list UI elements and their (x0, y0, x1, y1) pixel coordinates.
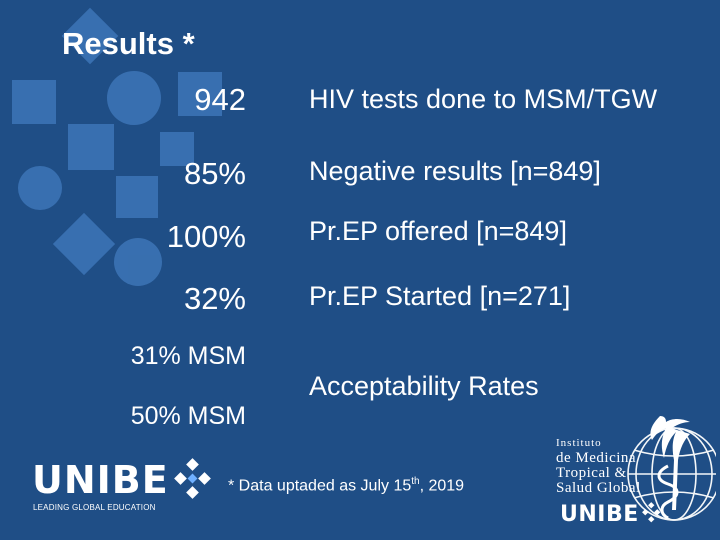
institute-logo: Instituto de Medicina Tropical & Salud G… (556, 410, 716, 535)
footnote-suffix: , 2019 (419, 477, 465, 495)
footnote: * Data uptaded as July 15th, 2019 (228, 476, 464, 495)
stat-value-started: 32% (183, 281, 246, 316)
deco-square-far (160, 132, 194, 166)
deco-square-right (178, 72, 222, 116)
deco-circle-bottom (114, 238, 162, 286)
globe-icon (627, 416, 716, 521)
acceptability-label: Acceptability Rates (309, 371, 539, 401)
stat-label-offered: Pr.EP offered [n=849] (309, 216, 567, 246)
institute-unibe-text: UNIBE (560, 502, 639, 527)
deco-square-small (116, 176, 158, 218)
unibe-logo-tagline: LEADING GLOBAL EDUCATION (33, 503, 156, 512)
stat-label-started: Pr.EP Started [n=271] (309, 281, 571, 311)
decorative-shapes (12, 7, 222, 286)
unibe-logo-word: UNIBE (32, 458, 169, 502)
institute-name-line-4: Salud Global (556, 480, 641, 496)
institute-name-line-2: de Medicina (556, 450, 637, 466)
institute-cross-mark-icon (641, 502, 661, 523)
footnote-sup: th (411, 476, 420, 487)
acceptability-value-2: 50% MSM (130, 402, 246, 430)
stat-label-negative: Negative results [n=849] (309, 156, 601, 186)
deco-diamond-bottom (52, 212, 116, 276)
slide-title: Results * (62, 26, 195, 61)
institute-name-line-3: Tropical & (556, 465, 627, 481)
deco-circle-mid (18, 166, 62, 210)
stat-value-offered: 100% (166, 219, 246, 254)
unibe-logo: UNIBE LEADING GLOBAL EDUCATION (32, 458, 222, 518)
deco-circle-top (107, 71, 161, 125)
unibe-cross-mark-icon (174, 458, 211, 499)
footnote-prefix: * Data uptaded as July 15 (228, 477, 412, 495)
stat-label-tests: HIV tests done to MSM/TGW (309, 84, 658, 114)
stat-value-tests: 942 (194, 82, 246, 117)
institute-name-line-1: Instituto (556, 437, 602, 449)
deco-square-mid (68, 124, 114, 170)
deco-diamond-top (61, 7, 119, 65)
stat-value-negative: 85% (183, 156, 246, 191)
institute-name: Instituto de Medicina Tropical & Salud G… (556, 436, 641, 496)
acceptability-value-1: 31% MSM (130, 342, 246, 370)
institute-unibe-word: UNIBE (560, 502, 663, 527)
deco-square-left (12, 80, 56, 124)
